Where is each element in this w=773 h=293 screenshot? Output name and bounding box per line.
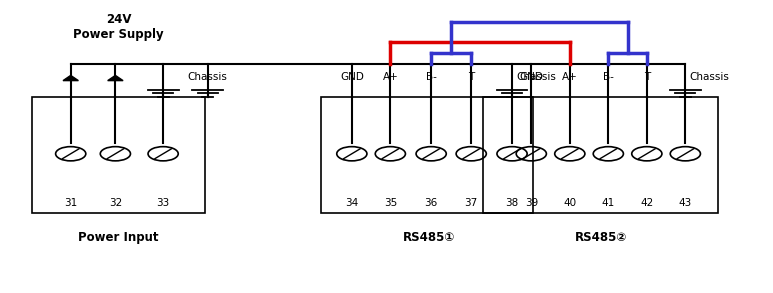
- Text: 31: 31: [64, 198, 77, 208]
- Text: RS485①: RS485①: [403, 231, 455, 244]
- Text: -: -: [113, 73, 118, 86]
- Text: A+: A+: [562, 72, 577, 82]
- Text: 38: 38: [506, 198, 519, 208]
- Text: GND: GND: [519, 72, 543, 82]
- Text: B-: B-: [426, 72, 437, 82]
- Text: 24V
Power Supply: 24V Power Supply: [73, 13, 164, 41]
- Polygon shape: [107, 75, 123, 81]
- Text: 34: 34: [346, 198, 359, 208]
- Text: 33: 33: [156, 198, 170, 208]
- Text: 40: 40: [564, 198, 577, 208]
- Text: 39: 39: [525, 198, 538, 208]
- Text: RS485②: RS485②: [574, 231, 627, 244]
- Text: Chassis: Chassis: [690, 72, 729, 82]
- Polygon shape: [63, 75, 78, 81]
- Text: A+: A+: [383, 72, 398, 82]
- Text: +: +: [66, 73, 76, 86]
- Text: 32: 32: [109, 198, 122, 208]
- Text: 41: 41: [601, 198, 615, 208]
- Text: GND: GND: [340, 72, 364, 82]
- Text: 37: 37: [465, 198, 478, 208]
- Bar: [32, 97, 206, 213]
- Text: Power Input: Power Input: [78, 231, 158, 244]
- Text: 35: 35: [383, 198, 397, 208]
- Text: Chassis: Chassis: [188, 72, 228, 82]
- Text: Chassis: Chassis: [516, 72, 556, 82]
- Text: 43: 43: [679, 198, 692, 208]
- Text: T: T: [468, 72, 475, 82]
- Bar: [483, 97, 717, 213]
- Text: B-: B-: [603, 72, 614, 82]
- Text: 36: 36: [424, 198, 438, 208]
- Bar: [321, 97, 533, 213]
- Text: 42: 42: [640, 198, 653, 208]
- Text: T: T: [644, 72, 650, 82]
